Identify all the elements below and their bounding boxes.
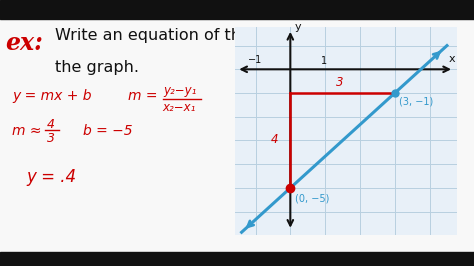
Text: −1: −1	[248, 55, 263, 65]
Text: 3: 3	[47, 132, 55, 145]
Text: m =: m =	[128, 89, 157, 103]
Bar	[0, 0, 474, 19]
Text: y = mx + b: y = mx + b	[12, 89, 91, 103]
Text: Write an equation of the line from: Write an equation of the line from	[55, 28, 327, 43]
Text: 1: 1	[321, 56, 327, 66]
Text: (3, −1): (3, −1)	[399, 97, 433, 107]
Text: ex:: ex:	[6, 31, 44, 55]
Text: y = .4: y = .4	[26, 168, 76, 186]
Bar	[0, 252, 474, 266]
Text: x: x	[449, 54, 456, 64]
Text: 4: 4	[271, 133, 279, 146]
Text: m ≈: m ≈	[12, 124, 41, 138]
Text: y₂−y₁: y₂−y₁	[164, 84, 197, 97]
Text: y: y	[294, 22, 301, 32]
Text: the graph.: the graph.	[55, 60, 138, 75]
Text: 3: 3	[336, 76, 343, 89]
Text: 4: 4	[47, 118, 55, 131]
Text: x₂−x₁: x₂−x₁	[163, 101, 196, 114]
Text: b = −5: b = −5	[83, 124, 133, 138]
Text: (0, −5): (0, −5)	[294, 193, 329, 203]
